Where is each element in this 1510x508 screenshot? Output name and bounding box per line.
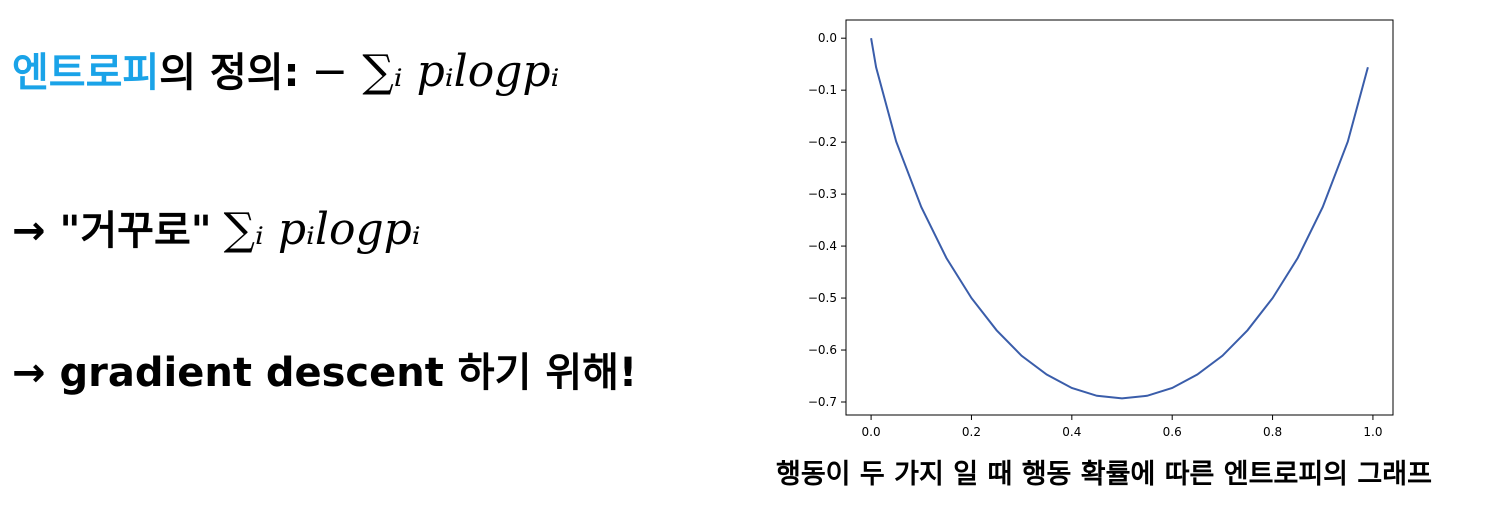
y-tick-label: −0.3 bbox=[808, 187, 837, 201]
y-tick-label: −0.6 bbox=[808, 343, 837, 357]
plot-frame bbox=[845, 19, 1394, 416]
y-tick-label: −0.4 bbox=[808, 239, 837, 253]
x-tick-label: 0.6 bbox=[1163, 425, 1182, 439]
y-tick-label: −0.5 bbox=[808, 291, 837, 305]
x-tick-label: 1.0 bbox=[1363, 425, 1382, 439]
x-tick-label: 0.4 bbox=[1062, 425, 1081, 439]
entropy-definition-line: 엔트로피 의 정의: − ∑ᵢ pᵢlogpᵢ bbox=[12, 40, 559, 98]
y-tick-label: −0.2 bbox=[808, 135, 837, 149]
reverse-line: → "거꾸로" ∑ᵢ pᵢlogpᵢ bbox=[12, 198, 421, 256]
y-tick-label: 0.0 bbox=[818, 31, 837, 45]
y-tick-label: −0.7 bbox=[808, 395, 837, 409]
definition-label: 의 정의: bbox=[159, 50, 300, 96]
y-tick-label: −0.1 bbox=[808, 83, 837, 97]
entropy-highlight: 엔트로피 bbox=[12, 50, 160, 96]
x-tick-label: 0.8 bbox=[1263, 425, 1282, 439]
gradient-descent-label: gradient descent 하기 위해! bbox=[59, 350, 638, 396]
entropy-formula: − ∑ᵢ pᵢlogpᵢ bbox=[311, 46, 560, 97]
entropy-curve bbox=[870, 38, 1369, 400]
arrow-icon: → bbox=[12, 350, 46, 396]
gradient-descent-line: → gradient descent 하기 위해! bbox=[12, 340, 637, 398]
x-tick-label: 0.0 bbox=[862, 425, 881, 439]
arrow-icon: → bbox=[12, 208, 46, 254]
reverse-label: "거꾸로" bbox=[59, 208, 212, 254]
x-tick-label: 0.2 bbox=[962, 425, 981, 439]
chart-caption: 행동이 두 가지 일 때 행동 확률에 따른 엔트로피의 그래프 bbox=[776, 459, 1432, 490]
reverse-formula: ∑ᵢ pᵢlogpᵢ bbox=[223, 204, 421, 255]
entropy-chart: 0.0 0.2 0.4 0.6 0.8 1.0 0.0 −0.1 −0.2 −0.3 −0.4 −0.… bbox=[808, 19, 1394, 439]
